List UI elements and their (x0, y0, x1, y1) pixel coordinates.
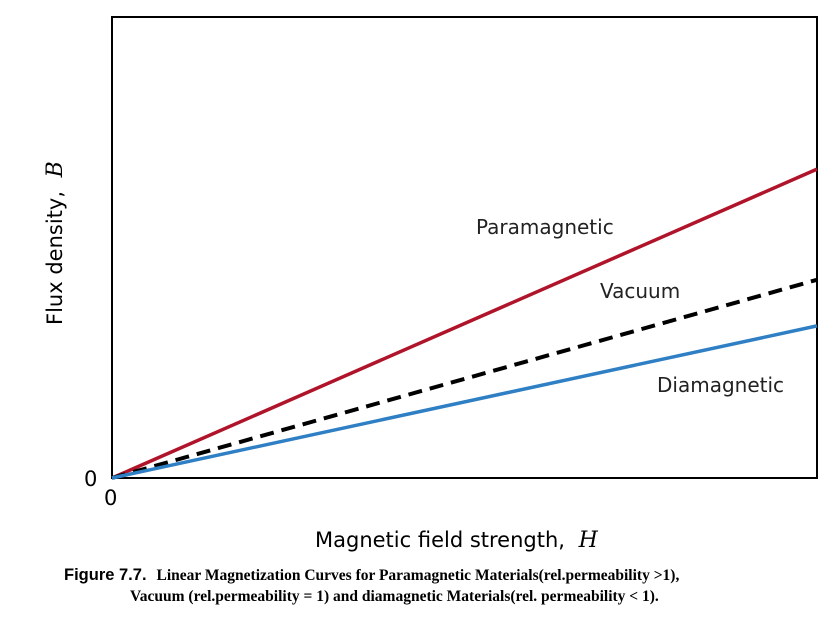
caption-line-1: Linear Magnetization Curves for Paramagn… (156, 567, 680, 584)
vacuum-line (111, 277, 818, 480)
y-origin-tick-label: 0 (84, 467, 97, 491)
vacuum-label: Vacuum (600, 279, 680, 303)
diamagnetic-label: Diamagnetic (657, 373, 784, 397)
series-label-layer: Paramagnetic Vacuum Diamagnetic (476, 215, 784, 397)
plot-frame (111, 16, 818, 479)
diamagnetic-line (111, 324, 818, 480)
caption-line-2: Vacuum (rel.permeability = 1) and diamag… (130, 588, 659, 605)
y-axis-title: Flux density, B (43, 161, 68, 325)
paramagnetic-line (111, 167, 818, 480)
paramagnetic-label: Paramagnetic (476, 215, 614, 239)
y-axis-variable: B (43, 161, 68, 178)
x-axis-variable: H (578, 528, 599, 553)
y-axis-label: Flux density, (43, 191, 67, 325)
figure-caption: Figure 7.7. Linear Magnetization Curves f… (64, 565, 824, 607)
x-axis-title: Magnetic field strength, H (315, 528, 599, 553)
series-layer (111, 167, 818, 480)
figure-label: Figure 7.7. (64, 566, 147, 584)
x-origin-tick-label: 0 (104, 486, 117, 510)
x-axis-label: Magnetic field strength, (315, 528, 565, 552)
